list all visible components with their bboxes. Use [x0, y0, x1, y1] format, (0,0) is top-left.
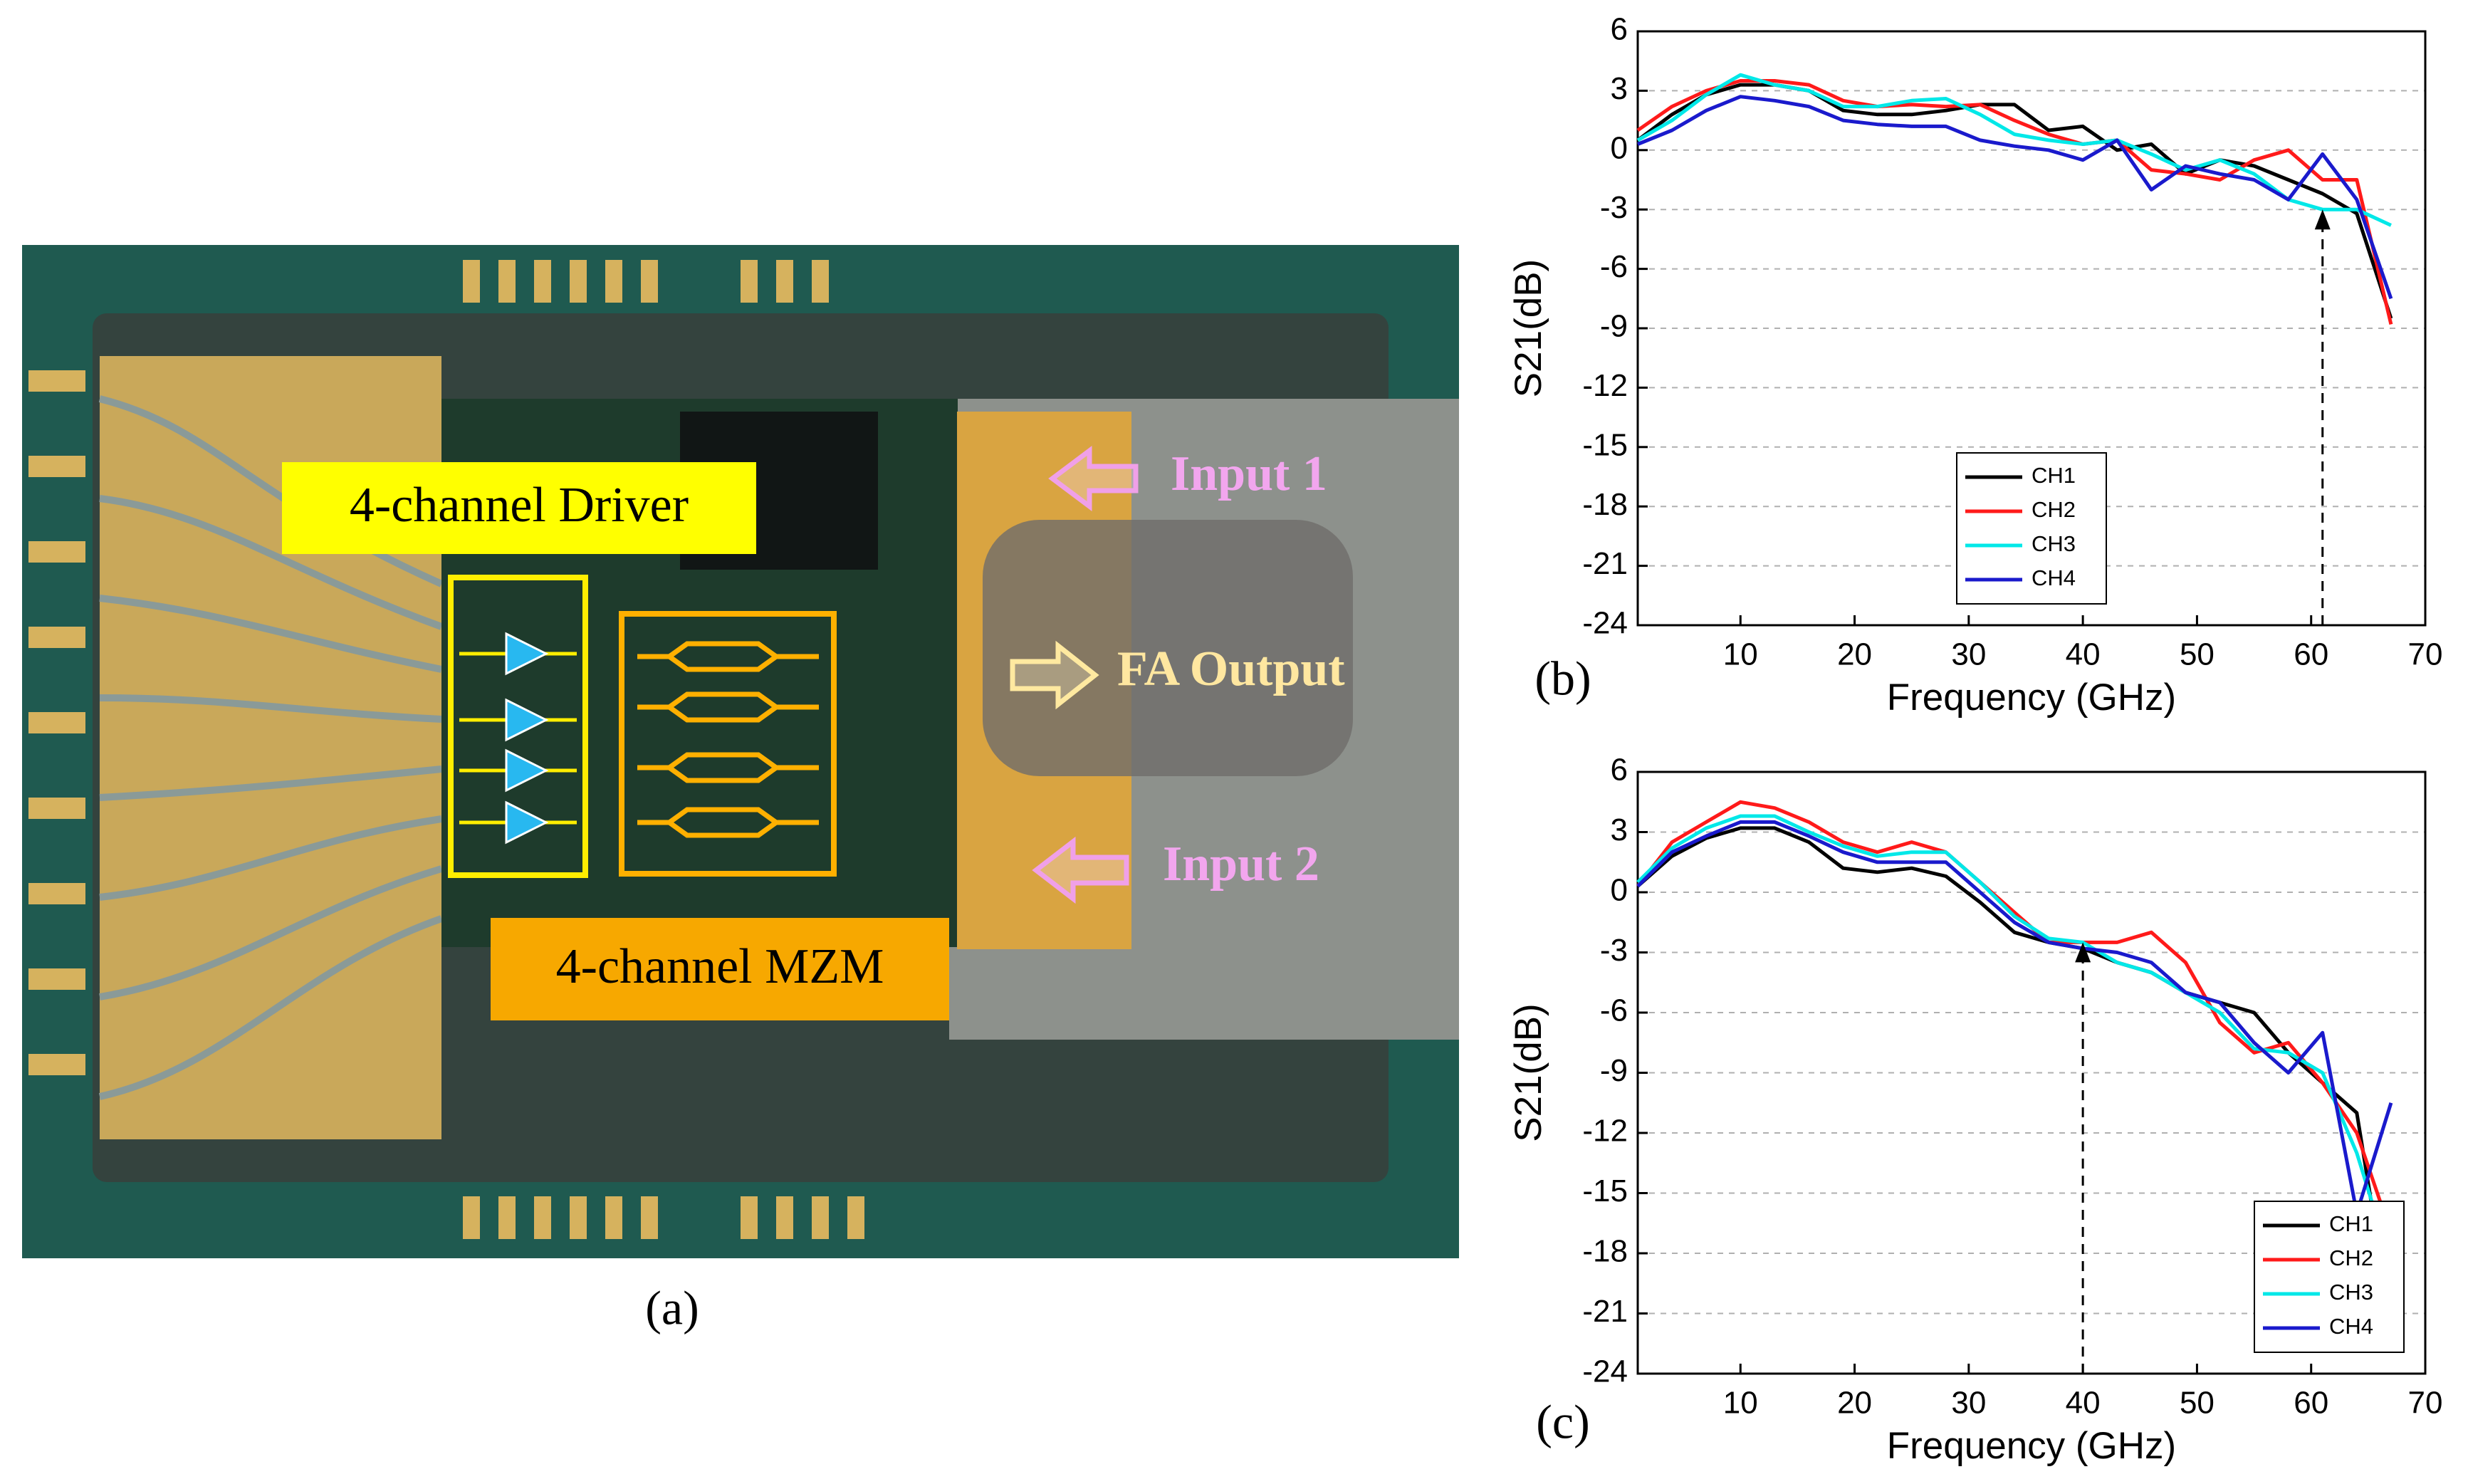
y-tick-label: -21 [1582, 546, 1628, 581]
x-tick-label: 50 [2180, 637, 2215, 672]
y-tick-label: -12 [1582, 1114, 1628, 1149]
x-tick-label: 70 [2408, 1386, 2443, 1421]
series-line [1636, 814, 2393, 1264]
y-tick-label: 0 [1611, 873, 1628, 908]
x-tick-label: 10 [1723, 1386, 1758, 1421]
legend-label: CH4 [2032, 565, 2076, 590]
photo-panel: 4-channel Driver 4-channel MZM Input 1 F… [22, 245, 1459, 1335]
driver-label-box [282, 462, 756, 554]
mzm-shapes [637, 641, 819, 838]
marker-arrowhead [2075, 942, 2091, 963]
traces [98, 395, 444, 1100]
pads [28, 260, 864, 1239]
y-tick-label: -6 [1600, 993, 1628, 1028]
legend-label: CH1 [2329, 1211, 2373, 1236]
y-tick-label: -24 [1582, 606, 1628, 641]
y-tick-label: -24 [1582, 1354, 1628, 1389]
series-line [1636, 73, 2392, 227]
y-tick-label: -15 [1582, 1174, 1628, 1208]
y-tick-label: -6 [1600, 249, 1628, 284]
input2-arrow [1032, 836, 1129, 904]
y-tick-label: 6 [1611, 12, 1628, 47]
series-line [1636, 826, 2393, 1324]
fiber-array [983, 520, 1353, 776]
series-line [1636, 800, 2393, 1234]
y-tick-label: -18 [1582, 487, 1628, 522]
y-tick-label: -12 [1582, 368, 1628, 403]
y-tick-label: 0 [1611, 130, 1628, 165]
y-tick-label: -21 [1582, 1294, 1628, 1329]
x-tick-label: 10 [1723, 637, 1758, 672]
output-label: FA Output [1117, 642, 1345, 696]
plot-frame [1636, 770, 2427, 1375]
input2-label: Input 2 [1163, 837, 1319, 892]
legend-label: CH3 [2032, 531, 2076, 556]
y-tick-label: -9 [1600, 309, 1628, 344]
legend-label: CH4 [2329, 1314, 2373, 1339]
y-tick-label: 3 [1611, 71, 1628, 106]
plot-frame [1636, 30, 2427, 627]
panel-label: (c) [1536, 1395, 1589, 1449]
x-tick-label: 30 [1951, 1386, 1986, 1421]
x-tick-label: 40 [2066, 637, 2101, 672]
driver-outline [448, 575, 588, 878]
input1-arrow [1048, 446, 1139, 511]
input1-label: Input 1 [1171, 446, 1327, 501]
driver-label: 4-channel Driver [350, 478, 689, 533]
marker-arrowhead [2314, 209, 2331, 230]
legend-label: CH2 [2032, 497, 2076, 522]
y-axis-label: S21(dB) [1507, 259, 1549, 397]
x-axis-label: Frequency (GHz) [1887, 1425, 2176, 1467]
chart: -24 -21 -18 -15 -12 -9 -6 -3 0 3 6 10 20 30 40 50 60 70 CH… [1507, 12, 2442, 719]
y-tick-label: -3 [1600, 933, 1628, 968]
x-tick-label: 60 [2294, 637, 2328, 672]
mzm-outline [619, 611, 837, 877]
x-axis-label: Frequency (GHz) [1887, 676, 2176, 719]
y-tick-label: -15 [1582, 427, 1628, 462]
series-line [1636, 820, 2393, 1216]
y-tick-label: 3 [1611, 812, 1628, 847]
y-tick-label: -3 [1600, 190, 1628, 225]
panel-label: (b) [1534, 652, 1591, 706]
y-tick-label: -18 [1582, 1234, 1628, 1269]
series-line [1636, 83, 2393, 319]
series-line [1637, 95, 2393, 300]
mzm-label: 4-channel MZM [556, 939, 884, 994]
panel-caption: (a) [645, 1281, 699, 1335]
mzm-label-box [491, 918, 949, 1020]
legend-label: CH2 [2329, 1245, 2373, 1270]
legend-label: CH1 [2032, 463, 2076, 488]
x-tick-label: 30 [1951, 637, 1986, 672]
chart: -24 -21 -18 -15 -12 -9 -6 -3 0 3 6 10 20 30 40 50 60 70 CH… [1507, 753, 2442, 1467]
legend-label: CH3 [2329, 1280, 2373, 1305]
x-tick-label: 20 [1837, 1386, 1872, 1421]
x-tick-label: 20 [1837, 637, 1872, 672]
output-arrow [1010, 640, 1099, 710]
x-tick-label: 50 [2180, 1386, 2215, 1421]
driver-amplifiers [459, 632, 577, 845]
y-axis-label: S21(dB) [1507, 1003, 1549, 1141]
series-line [1636, 79, 2393, 325]
x-tick-label: 40 [2066, 1386, 2101, 1421]
x-tick-label: 60 [2294, 1386, 2328, 1421]
y-tick-label: 6 [1611, 753, 1628, 788]
y-tick-label: -9 [1600, 1053, 1628, 1088]
x-tick-label: 70 [2408, 637, 2443, 672]
